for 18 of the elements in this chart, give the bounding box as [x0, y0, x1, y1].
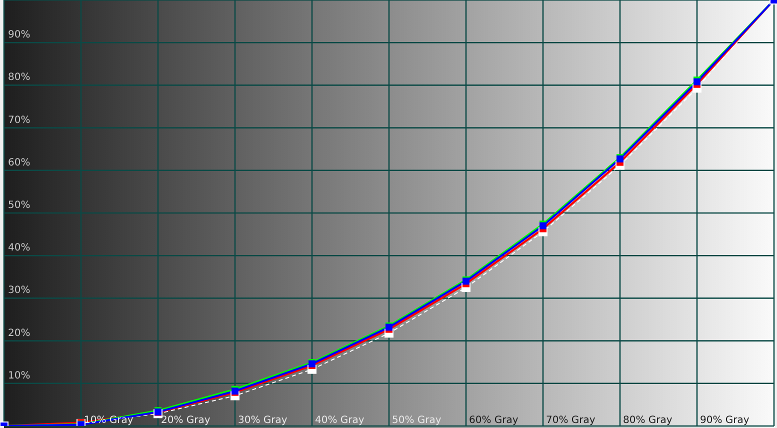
- x-tick-label: 30% Gray: [238, 415, 288, 426]
- y-tick-label: 40%: [8, 242, 30, 254]
- x-tick-label: 20% Gray: [161, 415, 210, 426]
- y-tick-label: 70%: [8, 114, 30, 126]
- y-tick-label: 20%: [8, 328, 30, 339]
- x-tick-label: 90% Gray: [700, 415, 750, 426]
- y-tick-label: 10%: [8, 370, 30, 382]
- x-tick-label: 70% Gray: [546, 415, 596, 426]
- x-tick-label: 50% Gray: [392, 415, 442, 426]
- y-tick-label: 50%: [8, 200, 30, 211]
- x-tick-label: 60% Gray: [469, 415, 518, 426]
- y-tick-label: 80%: [8, 72, 30, 84]
- x-tick-label: 10% Gray: [84, 415, 134, 426]
- y-tick-label: 90%: [8, 30, 30, 41]
- x-tick-label: 40% Gray: [315, 415, 364, 426]
- y-tick-label: 60%: [8, 157, 30, 168]
- y-tick-label: 30%: [8, 285, 30, 296]
- x-tick-label: 80% Gray: [623, 415, 672, 426]
